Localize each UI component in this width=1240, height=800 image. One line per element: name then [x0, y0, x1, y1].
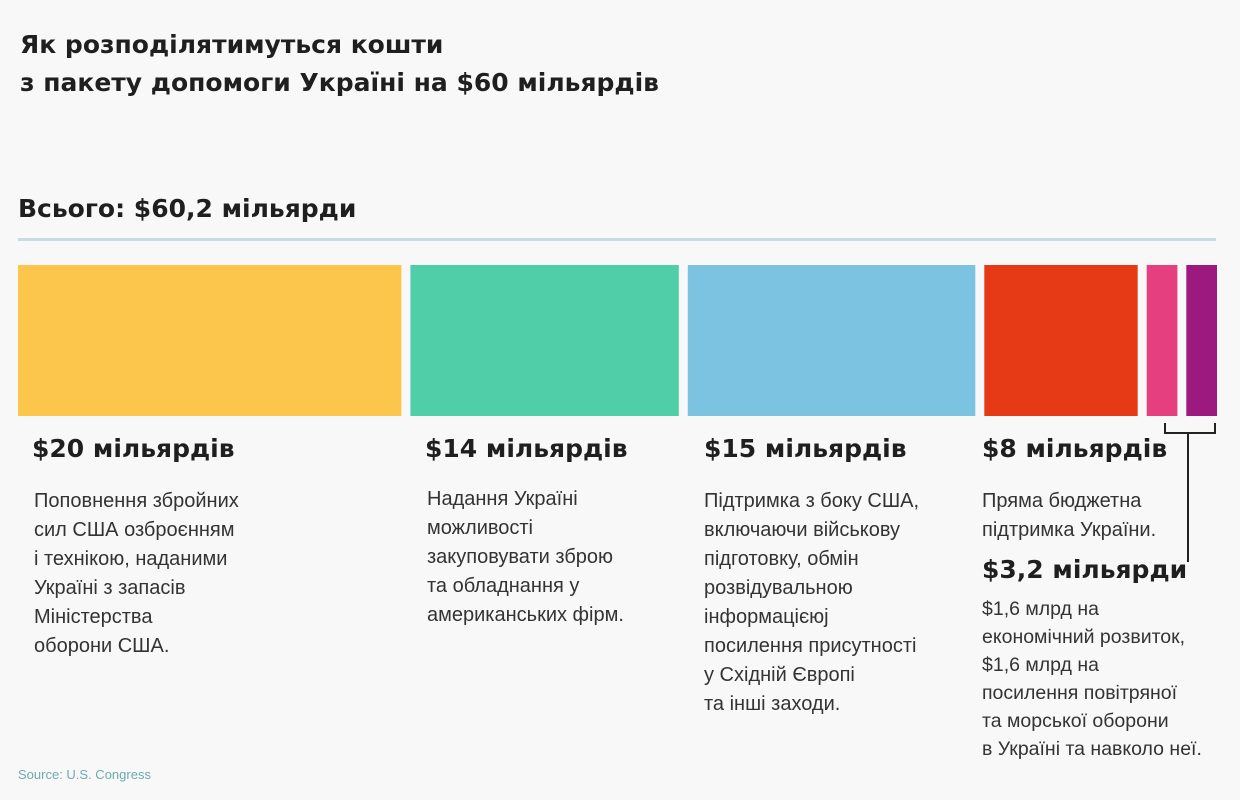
description-3-line: Підтримка з боку США, [704, 490, 920, 512]
description-3-line: включаючи військову [704, 519, 901, 541]
bar-weapons-procurement [410, 265, 679, 416]
amount-label-2: $14 мільярдів [425, 434, 628, 463]
description-1-line: сил США озброєнням [34, 519, 235, 541]
total-label: Всього: $60,2 мільярди [18, 194, 357, 223]
title-line-2: з пакету допомоги Україні на $60 мільярд… [20, 68, 660, 97]
bar-weapons-replenishment [18, 265, 402, 416]
description-1-line: Міністерства [34, 606, 153, 628]
bracket-connector [1164, 423, 1216, 562]
description-5-line: посилення повітряної [982, 682, 1178, 704]
description-4: Пряма бюджетна підтримка України. [982, 487, 1156, 545]
amount-label-4: $8 мільярдів [982, 434, 1168, 463]
description-2-line: можливості [427, 517, 533, 539]
bar-economic-development [1146, 265, 1178, 416]
divider-rule [18, 238, 1216, 241]
description-1-line: Україні з запасів [34, 577, 186, 599]
description-3-line: посилення присутності [704, 635, 917, 657]
description-2-line: Надання Україні [427, 488, 578, 510]
chart-title: Як розподілятимуться кошти з пакету допо… [20, 26, 920, 102]
bar-us-support [687, 265, 976, 416]
description-5-line: в Україні та навколо неї. [982, 738, 1202, 760]
description-2-line: американських фірм. [427, 604, 624, 626]
description-2-line: закуповувати зброю [427, 546, 614, 568]
description-3-line: у Східній Європі [704, 664, 855, 686]
description-2-line: та обладнання у [427, 575, 580, 597]
amount-label-3: $15 мільярдів [704, 434, 907, 463]
description-3-line: підготовку, обмін [704, 548, 859, 570]
description-1-line: і технікою, наданими [34, 548, 228, 570]
title-line-1: Як розподілятимуться кошти [20, 30, 444, 59]
amount-label-5: $3,2 мільярди [982, 555, 1188, 584]
description-1-line: оборони США. [34, 635, 170, 657]
description-5: $1,6 млрд на економічний розвиток, $1,6 … [982, 595, 1202, 763]
description-5-line: економічний розвиток, [982, 626, 1186, 648]
description-3-line: та інші заходи. [704, 693, 841, 715]
description-1: Поповнення збройних сил США озброєнням і… [34, 487, 239, 661]
description-3: Підтримка з боку США, включаючи військов… [704, 487, 919, 719]
description-4-line: підтримка України. [982, 519, 1157, 541]
bar-budget-support [984, 265, 1138, 416]
amount-label-1: $20 мільярдів [32, 434, 235, 463]
description-5-line: $1,6 млрд на [982, 654, 1099, 676]
description-4-line: Пряма бюджетна [982, 490, 1142, 512]
description-5-line: та морської оборони [982, 710, 1169, 732]
description-1-line: Поповнення збройних [34, 490, 239, 512]
description-3-line: розвідувальною [704, 577, 853, 599]
description-3-line: інформацієюј [704, 606, 829, 628]
source-note: Source: U.S. Congress [18, 767, 151, 782]
bar-air-sea-defense [1186, 265, 1217, 416]
description-5-line: $1,6 млрд на [982, 598, 1099, 620]
description-2: Надання Україні можливості закуповувати … [427, 485, 624, 630]
